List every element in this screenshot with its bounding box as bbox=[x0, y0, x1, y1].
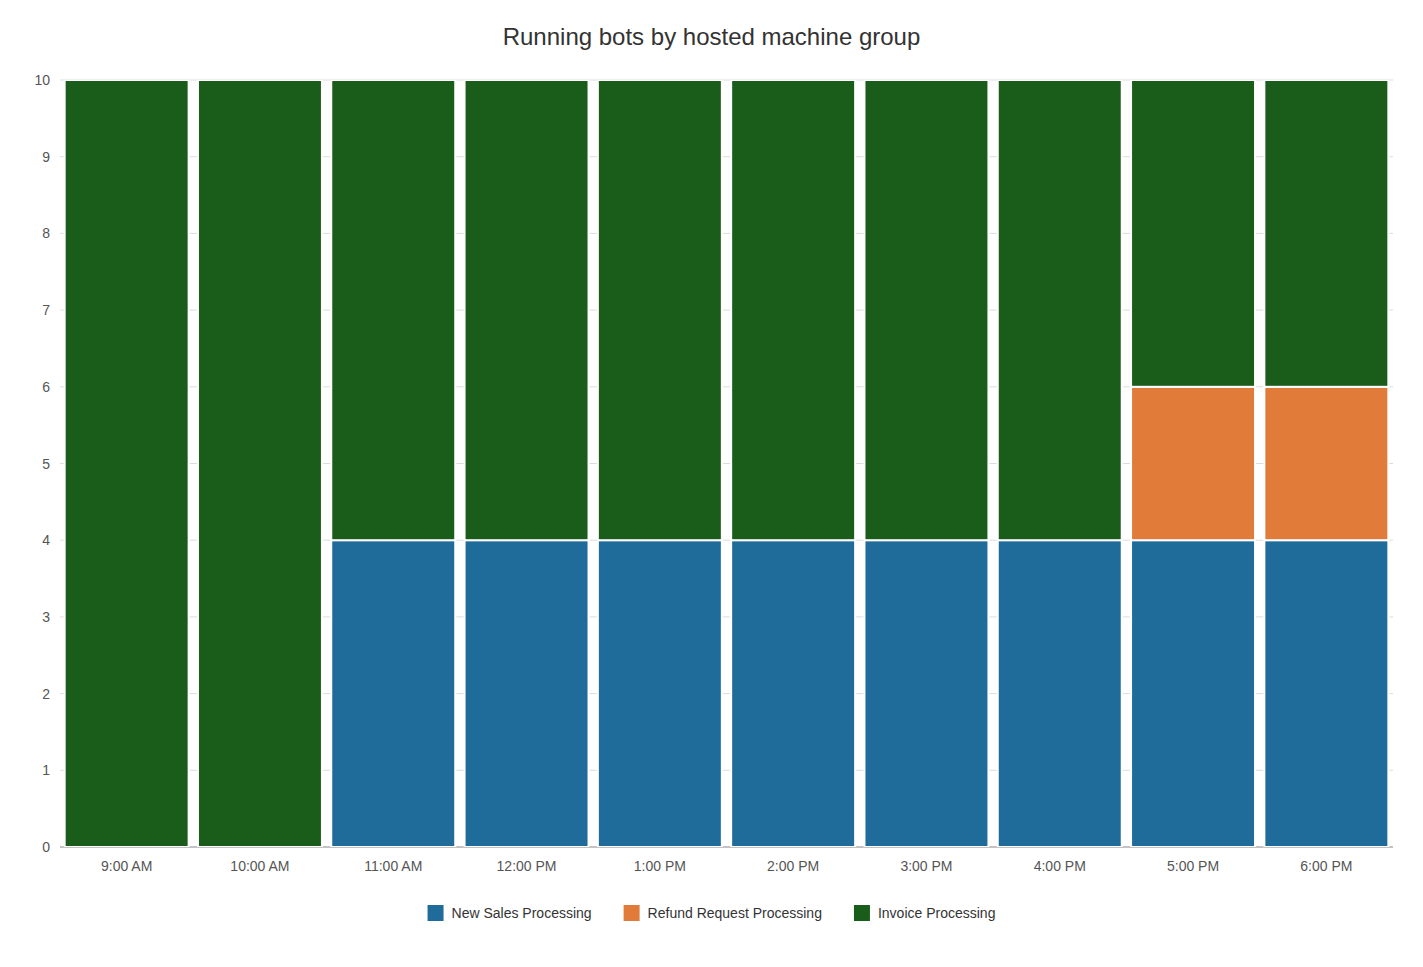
legend-item: Invoice Processing bbox=[854, 905, 996, 921]
legend-item: New Sales Processing bbox=[428, 905, 592, 921]
chart-container: Running bots by hosted machine group 0 1 2 3… bbox=[0, 0, 1423, 967]
y-tick-label: 8 bbox=[42, 225, 50, 241]
bar-segment bbox=[998, 540, 1122, 847]
y-tick-label: 1 bbox=[42, 762, 50, 778]
bar-segment bbox=[731, 80, 855, 540]
bar-segment bbox=[465, 540, 589, 847]
y-tick-label: 4 bbox=[42, 532, 50, 548]
bar-segment bbox=[1264, 80, 1388, 387]
bar-segment bbox=[1131, 387, 1255, 540]
legend-swatch bbox=[624, 905, 640, 921]
bar-segment bbox=[998, 80, 1122, 540]
y-tick-label: 10 bbox=[34, 72, 50, 88]
x-tick-label: 3:00 PM bbox=[900, 858, 952, 874]
y-tick-label: 2 bbox=[42, 686, 50, 702]
y-tick-label: 9 bbox=[42, 149, 50, 165]
bar-segment bbox=[598, 80, 722, 540]
x-tick-label: 11:00 AM bbox=[364, 858, 422, 874]
chart-svg: Running bots by hosted machine group 0 1 2 3… bbox=[0, 0, 1423, 967]
x-tick-label: 12:00 PM bbox=[497, 858, 557, 874]
y-tick-label: 3 bbox=[42, 609, 50, 625]
x-tick-label: 2:00 PM bbox=[767, 858, 819, 874]
bar-segment bbox=[1264, 540, 1388, 847]
bar-segment bbox=[331, 80, 455, 540]
x-tick-label: 6:00 PM bbox=[1300, 858, 1352, 874]
x-tick-label: 1:00 PM bbox=[634, 858, 686, 874]
bar-segment bbox=[731, 540, 855, 847]
x-tick-label: 5:00 PM bbox=[1167, 858, 1219, 874]
bar-segment bbox=[1264, 387, 1388, 540]
bar-segment bbox=[864, 80, 988, 540]
legend-swatch bbox=[428, 905, 444, 921]
bar-segment bbox=[1131, 540, 1255, 847]
bar-segment bbox=[1131, 80, 1255, 387]
x-tick-label: 9:00 AM bbox=[101, 858, 152, 874]
y-tick-label: 7 bbox=[42, 302, 50, 318]
bars bbox=[65, 80, 1389, 847]
legend: New Sales Processing Refund Request Proce… bbox=[428, 905, 996, 921]
legend-label: Invoice Processing bbox=[878, 905, 996, 921]
bar-segment bbox=[465, 80, 589, 540]
grid bbox=[60, 80, 1393, 847]
x-tick-label: 4:00 PM bbox=[1034, 858, 1086, 874]
bar-segment bbox=[331, 540, 455, 847]
y-tick-label: 5 bbox=[42, 456, 50, 472]
bar-segment bbox=[65, 80, 189, 847]
bar-segment bbox=[864, 540, 988, 847]
y-tick-label: 0 bbox=[42, 839, 50, 855]
x-tick-label: 10:00 AM bbox=[230, 858, 289, 874]
bar-segment bbox=[198, 80, 322, 847]
chart-title: Running bots by hosted machine group bbox=[503, 23, 921, 50]
legend-swatch bbox=[854, 905, 870, 921]
bar-segment bbox=[598, 540, 722, 847]
legend-label: New Sales Processing bbox=[452, 905, 592, 921]
legend-label: Refund Request Processing bbox=[648, 905, 822, 921]
y-tick-label: 6 bbox=[42, 379, 50, 395]
legend-item: Refund Request Processing bbox=[624, 905, 822, 921]
